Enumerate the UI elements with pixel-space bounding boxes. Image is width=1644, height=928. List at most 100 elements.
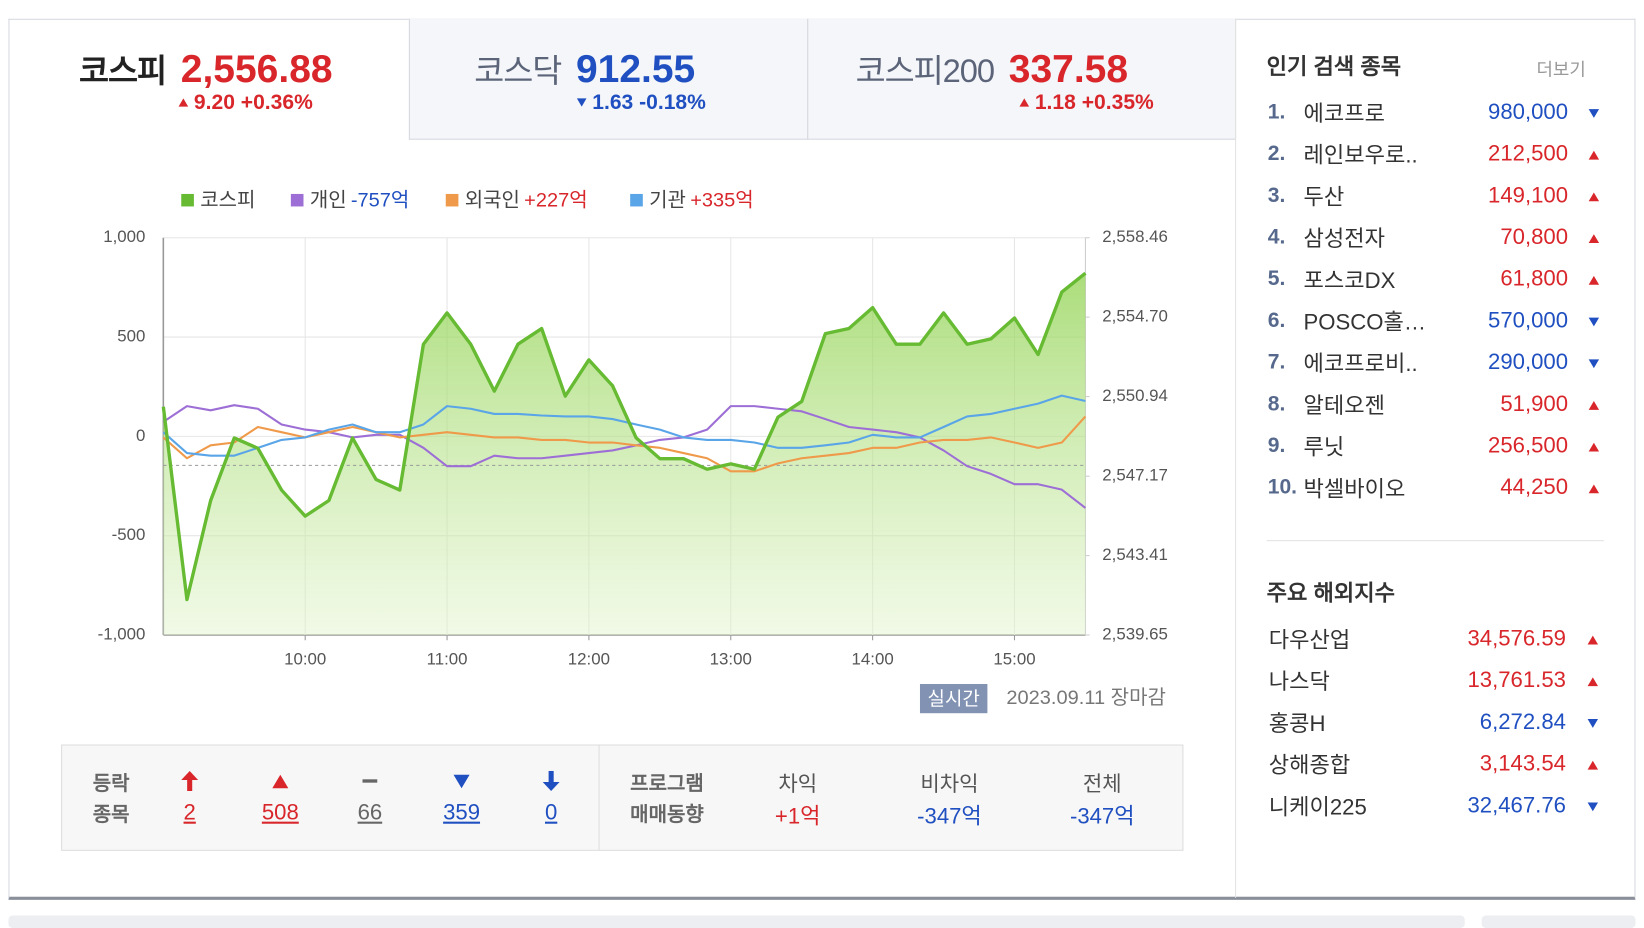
arrow-shape — [362, 779, 378, 783]
y-tick-label: 500 — [117, 327, 145, 346]
arrow-shape — [548, 770, 554, 784]
arrow-shape — [1588, 233, 1599, 243]
area — [163, 273, 1086, 636]
arrow-up — [1587, 676, 1598, 686]
stock-name[interactable]: 포스코DX — [1303, 269, 1396, 293]
arrow-up — [272, 774, 289, 789]
index-value: 6,272.84 — [1479, 710, 1566, 735]
arrow-up — [1587, 760, 1598, 770]
program-label: 매매동향 — [630, 804, 704, 827]
index-value: 34,576.59 — [1467, 626, 1566, 651]
stat-value[interactable]: 66 — [357, 800, 383, 825]
stock-name[interactable]: POSCO홀… — [1303, 310, 1426, 335]
stock-price: 51,900 — [1500, 392, 1569, 417]
stock-name[interactable]: 레인보우로.. — [1303, 143, 1418, 168]
tab[interactable]: 코스피200 337.58 — [856, 44, 1128, 91]
arrow-up — [1588, 275, 1599, 285]
program-name: 비차익 — [920, 773, 979, 797]
tab-name: 코스피 — [79, 52, 167, 90]
stat-value[interactable]: 2 — [183, 800, 196, 825]
arrow-shape — [1019, 98, 1030, 107]
x-tick-label: 10:00 — [284, 650, 326, 669]
stock-name[interactable]: 알테오젠 — [1303, 394, 1385, 419]
stock-price: 570,000 — [1488, 308, 1569, 333]
index-name[interactable]: 니케이225 — [1268, 795, 1367, 820]
tab[interactable]: 코스피 2,556.88 — [79, 44, 333, 91]
index-name[interactable]: 나스닥 — [1268, 670, 1330, 695]
tab-change: 1.18 +0.35% — [1034, 91, 1154, 115]
arrow-shape — [181, 770, 199, 780]
legend-swatch — [181, 193, 194, 207]
arrow-shape — [1588, 400, 1599, 410]
arrow-up — [1588, 442, 1599, 452]
stats-label: 등락 — [92, 773, 130, 796]
y2-tick-label: 2,550.94 — [1102, 386, 1168, 405]
lower-tabs — [1481, 915, 1636, 928]
arrow-shape — [453, 774, 470, 789]
chart: 1,000 500 0 -500 -1,000 2,558.46 2,554.70 2,550… — [98, 189, 1168, 669]
legend-value: +227억 — [524, 189, 587, 212]
legend-label: 외국인 — [465, 189, 520, 212]
arrow-shape — [187, 778, 193, 791]
stock-price: 212,500 — [1488, 141, 1569, 166]
tab-bg — [807, 18, 1237, 140]
program-label: 프로그램 — [630, 773, 704, 796]
rank: 7. — [1267, 350, 1286, 374]
index-value: 13,761.53 — [1467, 668, 1566, 693]
stock-name[interactable]: 루닛 — [1303, 435, 1345, 460]
y-tick-label: -500 — [112, 525, 146, 544]
stock-name[interactable]: 삼성전자 — [1303, 227, 1385, 252]
tab[interactable]: 코스닥 912.55 — [474, 44, 695, 91]
index-name[interactable]: 홍콩H — [1268, 712, 1326, 737]
x-tick-label: 14:00 — [852, 650, 894, 669]
status-badge: 실시간 — [919, 684, 988, 714]
stat-value[interactable]: 359 — [443, 800, 481, 825]
popular-title: 인기 검색 종목 — [1266, 55, 1402, 80]
legend-swatch — [445, 193, 459, 207]
arrow-up — [1587, 635, 1598, 644]
stat-value[interactable]: 0 — [544, 800, 558, 825]
legend-label: 코스피 — [200, 189, 255, 212]
line — [162, 415, 1087, 473]
arrow-shape — [1588, 317, 1599, 326]
arrow-shape — [1587, 676, 1598, 686]
stock-name[interactable]: 두산 — [1303, 185, 1345, 210]
stock-price: 70,800 — [1500, 225, 1569, 250]
stat-value[interactable]: 508 — [261, 800, 299, 825]
stock-price: 149,100 — [1488, 183, 1569, 208]
stock-price: 980,000 — [1488, 100, 1569, 125]
arrow-down — [1588, 358, 1599, 368]
stock-name[interactable]: 에코프로 — [1303, 102, 1385, 127]
rank: 1. — [1267, 100, 1286, 124]
rank: 10. — [1267, 475, 1298, 499]
program-value: -347억 — [917, 804, 982, 829]
line — [162, 404, 1087, 509]
arrow-shape — [1587, 760, 1598, 770]
arrow-shape — [1587, 635, 1598, 644]
rank: 5. — [1267, 267, 1286, 291]
program-name: 차익 — [778, 773, 818, 797]
stock-name[interactable]: 에코프로비.. — [1303, 352, 1418, 377]
arrow-up — [1588, 483, 1599, 493]
y-tick-label: -1,000 — [98, 624, 146, 643]
index-name[interactable]: 상해종합 — [1268, 753, 1351, 778]
x-tick-label: 11:00 — [427, 650, 468, 669]
x-tick-label: 12:00 — [568, 650, 610, 669]
rank: 6. — [1267, 309, 1286, 333]
arrow-shape — [1588, 358, 1599, 368]
y2-tick-label: 2,558.46 — [1102, 227, 1168, 246]
stock-name[interactable]: 박셀바이오 — [1303, 477, 1406, 502]
legend-label: 개인 — [310, 189, 347, 212]
more-link[interactable]: 더보기 — [1536, 59, 1586, 80]
index-name[interactable]: 다우산업 — [1268, 628, 1351, 653]
arrow-shape — [1588, 191, 1599, 201]
x-tick-label: 13:00 — [710, 650, 752, 669]
stock-price: 256,500 — [1488, 433, 1569, 458]
arrow-shape — [178, 98, 189, 107]
arrow-shape — [1588, 108, 1599, 118]
stats-box — [61, 744, 1184, 851]
program-value: +1억 — [774, 804, 821, 829]
arrow-down — [1588, 317, 1599, 326]
x-tick-label: 15:00 — [993, 650, 1035, 669]
